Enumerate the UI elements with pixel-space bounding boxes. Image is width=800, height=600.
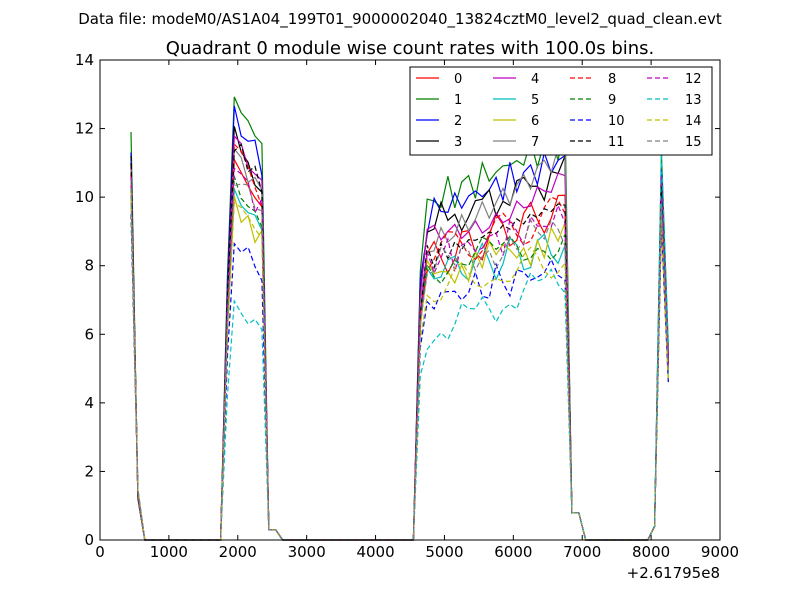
x-tick-label: 1000 (150, 543, 188, 561)
legend-label-13: 13 (685, 93, 702, 108)
legend-label-12: 12 (685, 72, 702, 87)
y-tick-label: 0 (84, 531, 94, 549)
legend-label-7: 7 (531, 135, 539, 150)
x-tick-label: 4000 (356, 543, 394, 561)
y-tick-label: 8 (84, 257, 94, 275)
x-tick-label: 5000 (425, 543, 463, 561)
legend-label-6: 6 (531, 114, 539, 129)
y-tick-label: 14 (75, 51, 94, 69)
legend-label-3: 3 (454, 135, 462, 150)
legend-label-11: 11 (608, 135, 625, 150)
legend-label-5: 5 (531, 93, 539, 108)
y-tick-label: 2 (84, 462, 94, 480)
y-tick-label: 12 (75, 120, 94, 138)
x-tick-label: 8000 (632, 543, 670, 561)
legend-label-1: 1 (454, 93, 462, 108)
legend-label-9: 9 (608, 93, 616, 108)
axis-ticks: 0 1000 2000 3000 4000 5000 6000 7000 8000 9000 0 2 4… (75, 51, 739, 561)
plot-area: 0 1000 2000 3000 4000 5000 6000 7000 8000 9000 0 2 4… (75, 51, 739, 561)
x-tick-label: 6000 (494, 543, 532, 561)
legend-label-10: 10 (608, 114, 625, 129)
legend-label-8: 8 (608, 72, 616, 87)
legend-label-0: 0 (454, 72, 462, 87)
chart-title: Quadrant 0 module wise count rates with … (166, 38, 655, 59)
legend-label-15: 15 (685, 135, 702, 150)
x-tick-label: 9000 (701, 543, 739, 561)
y-tick-label: 4 (84, 394, 94, 412)
x-tick-label: 0 (95, 543, 105, 561)
x-offset-label: +2.61795e8 (627, 564, 720, 582)
x-tick-label: 7000 (563, 543, 601, 561)
axes-frame (99, 59, 721, 541)
legend-frame (409, 66, 713, 156)
x-tick-label: 3000 (288, 543, 326, 561)
legend-label-14: 14 (685, 114, 702, 129)
y-tick-label: 6 (84, 325, 94, 343)
figure-suptitle: Data file: modeM0/AS1A04_199T01_90000020… (78, 10, 722, 29)
x-tick-label: 2000 (219, 543, 257, 561)
legend-label-4: 4 (531, 72, 539, 87)
legend-label-2: 2 (454, 114, 462, 129)
y-tick-label: 10 (75, 188, 94, 206)
